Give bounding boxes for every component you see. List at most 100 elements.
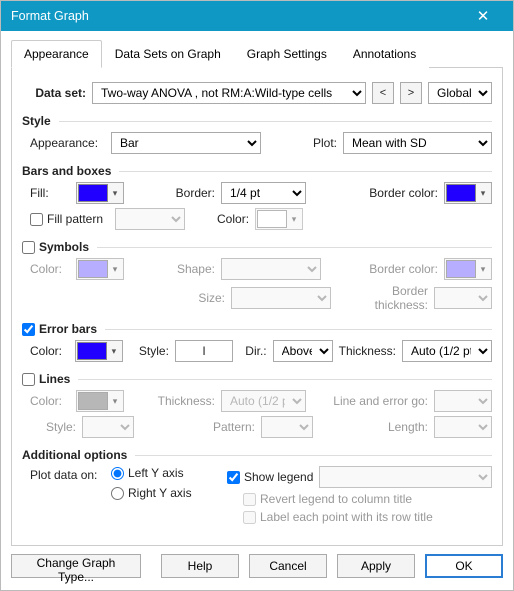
border-width-select[interactable]: 1/4 pt [221,182,306,204]
dataset-scope-select[interactable]: Global [428,82,492,104]
errorbars-header: Error bars [22,322,492,336]
legend-opts: Show legend Revert legend to column titl… [227,466,492,524]
pattern-swatch [257,210,287,228]
sym-border-color-picker[interactable]: ▾ [444,258,492,280]
sym-color-label: Color: [30,262,70,276]
left-y-radio[interactable]: Left Y axis [111,466,221,480]
ln-length-select[interactable] [434,416,492,438]
sym-color-picker[interactable]: ▾ [76,258,124,280]
border-color-picker[interactable]: ▾ [444,182,492,204]
fill-label: Fill: [30,186,70,200]
dataset-prev-button[interactable]: < [372,82,394,104]
eb-style-select[interactable]: I [175,340,233,362]
tab-appearance[interactable]: Appearance [11,40,102,68]
help-button[interactable]: Help [161,554,239,578]
dataset-row: Data set: Two-way ANOVA , not RM:A:Wild-… [22,82,492,104]
fill-pattern-check[interactable]: Fill pattern [30,212,103,226]
ln-thick-label: Thickness: [140,394,215,408]
tab-data-sets[interactable]: Data Sets on Graph [102,40,234,68]
errorbars-row: Color: ▾ Style: I Dir.: Above Thickness:… [22,340,492,362]
ok-button[interactable]: OK [425,554,503,578]
additional-header: Additional options [22,448,492,462]
plot-label: Plot: [287,136,337,150]
fill-pattern-select[interactable] [115,208,185,230]
eb-thick-select[interactable]: Auto (1/2 pt) [402,340,492,362]
lines-check[interactable] [22,373,35,386]
revert-legend-check[interactable]: Revert legend to column title [243,492,492,506]
dataset-label: Data set: [22,86,86,100]
tabs: Appearance Data Sets on Graph Graph Sett… [11,39,503,68]
eb-dir-select[interactable]: Above [273,340,333,362]
ln-pattern-select[interactable] [261,416,313,438]
apply-button[interactable]: Apply [337,554,415,578]
plot-select[interactable]: Mean with SD [343,132,492,154]
ln-swatch [78,392,108,410]
plot-data-label: Plot data on: [30,466,105,482]
appearance-label: Appearance: [30,136,105,150]
lines-row1: Color: ▾ Thickness: Auto (1/2 pt) Line a… [22,390,492,412]
sym-border-color-label: Border color: [327,262,438,276]
eb-thick-label: Thickness: [339,344,396,358]
size-select[interactable] [231,287,331,309]
label-each-check[interactable]: Label each point with its row title [243,510,492,524]
cancel-button[interactable]: Cancel [249,554,327,578]
window-title: Format Graph [11,9,463,23]
symbols-header: Symbols [22,240,492,254]
border-swatch [446,184,476,202]
dataset-select[interactable]: Two-way ANOVA , not RM:A:Wild-type cells [92,82,366,104]
eb-dir-label: Dir.: [245,344,266,358]
style-header: Style [22,114,492,128]
ln-style-select[interactable] [82,416,134,438]
border-color-label: Border color: [312,186,438,200]
ln-color-picker[interactable]: ▾ [76,390,124,412]
symbols-row1: Color: ▾ Shape: Border color: ▾ [22,258,492,280]
border-label: Border: [160,186,215,200]
shape-label: Shape: [160,262,215,276]
close-icon[interactable]: ✕ [463,7,503,25]
sym-border-thick-label: Border thickness: [337,284,428,312]
bars-row2: Fill pattern Color: ▾ [22,208,492,230]
right-y-radio[interactable]: Right Y axis [111,486,221,500]
ln-go-label: Line and error go: [312,394,428,408]
size-label: Size: [30,291,225,305]
axis-radios: Left Y axis Right Y axis [111,466,221,500]
dataset-next-button[interactable]: > [400,82,422,104]
lines-row2: Style: Pattern: Length: [22,416,492,438]
additional-row: Plot data on: Left Y axis Right Y axis S… [22,466,492,524]
content: Appearance Data Sets on Graph Graph Sett… [1,31,513,546]
appearance-select[interactable]: Bar [111,132,261,154]
eb-style-label: Style: [139,344,169,358]
pattern-color-label: Color: [201,212,249,226]
legend-select[interactable] [319,466,492,488]
ln-length-label: Length: [319,420,428,434]
lines-header: Lines [22,372,492,386]
shape-select[interactable] [221,258,321,280]
fill-color-picker[interactable]: ▾ [76,182,124,204]
format-graph-dialog: Format Graph ✕ Appearance Data Sets on G… [0,0,514,591]
symbols-check[interactable] [22,241,35,254]
ln-go-select[interactable] [434,390,492,412]
sym-border-swatch [446,260,476,278]
ln-color-label: Color: [30,394,70,408]
eb-color-label: Color: [30,344,69,358]
tab-annotations[interactable]: Annotations [340,40,429,68]
eb-color-picker[interactable]: ▾ [75,340,123,362]
symbols-row2: Size: Border thickness: [22,284,492,312]
ln-pattern-label: Pattern: [170,420,255,434]
footer: Change Graph Type... Help Cancel Apply O… [1,546,513,590]
appearance-panel: Data set: Two-way ANOVA , not RM:A:Wild-… [11,68,503,546]
pattern-color-picker[interactable]: ▾ [255,208,303,230]
style-row: Appearance: Bar Plot: Mean with SD [22,132,492,154]
sym-swatch [78,260,108,278]
ln-thick-select[interactable]: Auto (1/2 pt) [221,390,306,412]
fill-swatch [78,184,108,202]
errorbars-check[interactable] [22,323,35,336]
change-graph-type-button[interactable]: Change Graph Type... [11,554,141,578]
bars-row1: Fill: ▾ Border: 1/4 pt Border color: ▾ [22,182,492,204]
tab-graph-settings[interactable]: Graph Settings [234,40,340,68]
sym-border-thick-select[interactable] [434,287,492,309]
show-legend-check[interactable]: Show legend [227,470,313,484]
ln-style-label: Style: [24,420,76,434]
titlebar: Format Graph ✕ [1,1,513,31]
bars-header: Bars and boxes [22,164,492,178]
